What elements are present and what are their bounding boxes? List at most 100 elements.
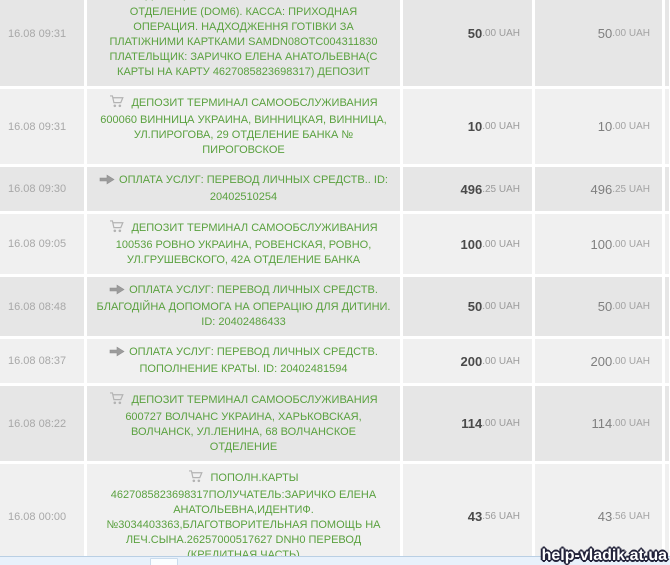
amount-integer: 200 xyxy=(460,353,483,369)
transaction-description-text: ОПЛАТА УСЛУГ: ПЕРЕВОД ЛИЧНЫХ СРЕДСТВ.. I… xyxy=(119,174,388,203)
amount-fraction-currency: .00 UAH xyxy=(482,355,520,367)
amount-fraction-currency: .00 UAH xyxy=(482,121,520,132)
clipped-column-sliver xyxy=(665,214,669,274)
arrow-right-icon xyxy=(109,346,125,362)
arrow-right-icon xyxy=(99,174,115,190)
clipped-column-sliver xyxy=(665,386,669,461)
transaction-description: ДЕПОЗИТ ТЕРМИНАЛ САМООБСЛУЖИВАНИЯ 100536… xyxy=(87,214,400,274)
amount-integer: 10 xyxy=(467,119,483,134)
transaction-amount: 10.00 UAH xyxy=(403,89,532,164)
amount-integer: 43 xyxy=(597,509,613,524)
transaction-description-text: ДЕПОЗИТ ТЕРМИНАЛ САМООБСЛУЖИВАНИЯ 600060… xyxy=(100,97,387,156)
amount-fraction-currency: .00 UAH xyxy=(482,28,520,39)
amount-integer: 114 xyxy=(591,416,613,431)
amount-fraction-currency: .00 UAH xyxy=(482,301,520,312)
transaction-row[interactable]: 16.08 00:00 ПОПОЛН.КАРТЫ 462708582369831… xyxy=(0,464,670,565)
amount-fraction-currency: .25 UAH xyxy=(482,183,520,195)
amount-fraction-currency: .00 UAH xyxy=(612,28,650,39)
amount-integer: 496 xyxy=(590,181,613,197)
transaction-row[interactable]: 16.08 08:37 ОПЛАТА УСЛУГ: ПЕРЕВОД ЛИЧНЫХ… xyxy=(0,339,670,383)
transaction-description-text: ДОНЕЦКИЙ ФИЛИАЛ, ХАНЖОНКОВСКОЕ ОТДЕЛЕНИЕ… xyxy=(109,0,378,78)
transaction-description-text: ДЕПОЗИТ ТЕРМИНАЛ САМООБСЛУЖИВАНИЯ 100536… xyxy=(115,222,378,266)
transaction-date: 16.08 08:37 xyxy=(0,339,84,383)
amount-fraction-currency: .00 UAH xyxy=(612,121,650,132)
transaction-amount: 100.00 UAH xyxy=(403,214,532,274)
amount-fraction-currency: .00 UAH xyxy=(482,238,520,250)
clipped-column-sliver xyxy=(665,89,669,164)
transaction-date: 16.08 08:48 xyxy=(0,277,84,336)
transaction-description: ОПЛАТА УСЛУГ: ПЕРЕВОД ЛИЧНЫХ СРЕДСТВ.. I… xyxy=(87,167,400,211)
transaction-row[interactable]: 16.08 08:22 ДЕПОЗИТ ТЕРМИНАЛ САМООБСЛУЖИ… xyxy=(0,386,670,461)
transaction-amount: 114.00 UAH xyxy=(403,386,532,461)
transaction-date: 16.08 09:05 xyxy=(0,214,84,274)
cart-icon xyxy=(123,0,138,5)
amount-integer: 100 xyxy=(460,236,483,252)
transaction-amount-secondary: 100.00 UAH xyxy=(535,214,662,274)
amount-integer: 496 xyxy=(460,181,483,197)
amount-fraction-currency: .25 UAH xyxy=(612,183,650,195)
amount-integer: 100 xyxy=(590,236,613,252)
transaction-row[interactable]: 16.08 09:05 ДЕПОЗИТ ТЕРМИНАЛ САМООБСЛУЖИ… xyxy=(0,214,670,274)
transaction-amount-secondary: 200.00 UAH xyxy=(535,339,662,383)
amount-fraction-currency: .56 UAH xyxy=(482,511,520,522)
clipped-column-sliver xyxy=(665,339,669,383)
clipped-column-sliver xyxy=(665,0,669,86)
transaction-description: ДОНЕЦКИЙ ФИЛИАЛ, ХАНЖОНКОВСКОЕ ОТДЕЛЕНИЕ… xyxy=(87,0,400,86)
transaction-description: ДЕПОЗИТ ТЕРМИНАЛ САМООБСЛУЖИВАНИЯ 600727… xyxy=(87,386,400,461)
amount-integer: 200 xyxy=(590,353,613,369)
amount-fraction-currency: .00 UAH xyxy=(612,418,650,429)
transaction-amount-secondary: 50.00 UAH xyxy=(535,277,662,336)
transaction-amount-secondary: 10.00 UAH xyxy=(535,89,662,164)
amount-integer: 50 xyxy=(597,26,613,41)
horizontal-scrollbar-thumb[interactable] xyxy=(150,558,178,565)
transaction-amount-secondary: 114.00 UAH xyxy=(535,386,662,461)
transaction-amount: 50.00 UAH xyxy=(403,277,532,336)
transaction-amount: 200.00 UAH xyxy=(403,339,532,383)
amount-integer: 10 xyxy=(597,119,613,134)
watermark: help-vladik.at.ua xyxy=(541,547,667,564)
transaction-description-text: ОПЛАТА УСЛУГ: ПЕРЕВОД ЛИЧНЫХ СРЕДСТВ. БЛ… xyxy=(96,284,391,328)
clipped-column-sliver xyxy=(665,277,669,336)
transaction-row[interactable]: 16.08 09:31 ДЕПОЗИТ ТЕРМИНАЛ САМООБСЛУЖИ… xyxy=(0,89,670,164)
transaction-date: 16.08 00:00 xyxy=(0,464,84,565)
arrow-right-icon xyxy=(109,284,125,300)
amount-fraction-currency: .00 UAH xyxy=(612,355,650,367)
transaction-row[interactable]: 16.08 09:31 ДОНЕЦКИЙ ФИЛИАЛ, ХАНЖОНКОВСК… xyxy=(0,0,670,86)
amount-integer: 50 xyxy=(597,299,613,314)
cart-icon xyxy=(109,95,125,113)
amount-fraction-currency: .00 UAH xyxy=(482,418,520,429)
transaction-description: ОПЛАТА УСЛУГ: ПЕРЕВОД ЛИЧНЫХ СРЕДСТВ. БЛ… xyxy=(87,277,400,336)
transaction-description-text: ОПЛАТА УСЛУГ: ПЕРЕВОД ЛИЧНЫХ СРЕДСТВ. ПО… xyxy=(129,346,378,375)
transaction-description: ПОПОЛН.КАРТЫ 4627085823698317ПОЛУЧАТЕЛЬ:… xyxy=(87,464,400,565)
transaction-amount: 496.25 UAH xyxy=(403,167,532,211)
transaction-date: 16.08 09:31 xyxy=(0,89,84,164)
amount-fraction-currency: .00 UAH xyxy=(612,238,650,250)
transaction-row[interactable]: 16.08 09:30 ОПЛАТА УСЛУГ: ПЕРЕВОД ЛИЧНЫХ… xyxy=(0,167,670,211)
amount-integer: 50 xyxy=(467,26,483,41)
horizontal-scrollbar[interactable] xyxy=(0,556,670,565)
amount-integer: 114 xyxy=(461,416,483,431)
transaction-description: ДЕПОЗИТ ТЕРМИНАЛ САМООБСЛУЖИВАНИЯ 600060… xyxy=(87,89,400,164)
transaction-description-text: ДЕПОЗИТ ТЕРМИНАЛ САМООБСЛУЖИВАНИЯ 600727… xyxy=(125,394,378,453)
transaction-date: 16.08 08:22 xyxy=(0,386,84,461)
transaction-row[interactable]: 16.08 08:48 ОПЛАТА УСЛУГ: ПЕРЕВОД ЛИЧНЫХ… xyxy=(0,277,670,336)
transaction-description: ОПЛАТА УСЛУГ: ПЕРЕВОД ЛИЧНЫХ СРЕДСТВ. ПО… xyxy=(87,339,400,383)
transaction-amount: 43.56 UAH xyxy=(403,464,532,565)
transaction-amount: 50.00 UAH xyxy=(403,0,532,86)
clipped-column-sliver xyxy=(665,167,669,211)
transaction-description-text: ПОПОЛН.КАРТЫ 4627085823698317ПОЛУЧАТЕЛЬ:… xyxy=(106,472,381,561)
cart-icon xyxy=(109,392,125,410)
amount-fraction-currency: .00 UAH xyxy=(612,301,650,312)
cart-icon xyxy=(188,470,204,488)
transaction-date: 16.08 09:30 xyxy=(0,167,84,211)
clipped-column-sliver xyxy=(665,464,669,565)
transaction-date: 16.08 09:31 xyxy=(0,0,84,86)
transaction-amount-secondary: 50.00 UAH xyxy=(535,0,662,86)
transaction-amount-secondary: 496.25 UAH xyxy=(535,167,662,211)
amount-integer: 43 xyxy=(467,509,483,524)
amount-fraction-currency: .56 UAH xyxy=(612,511,650,522)
amount-integer: 50 xyxy=(467,299,483,314)
transaction-amount-secondary: 43.56 UAH xyxy=(535,464,662,565)
